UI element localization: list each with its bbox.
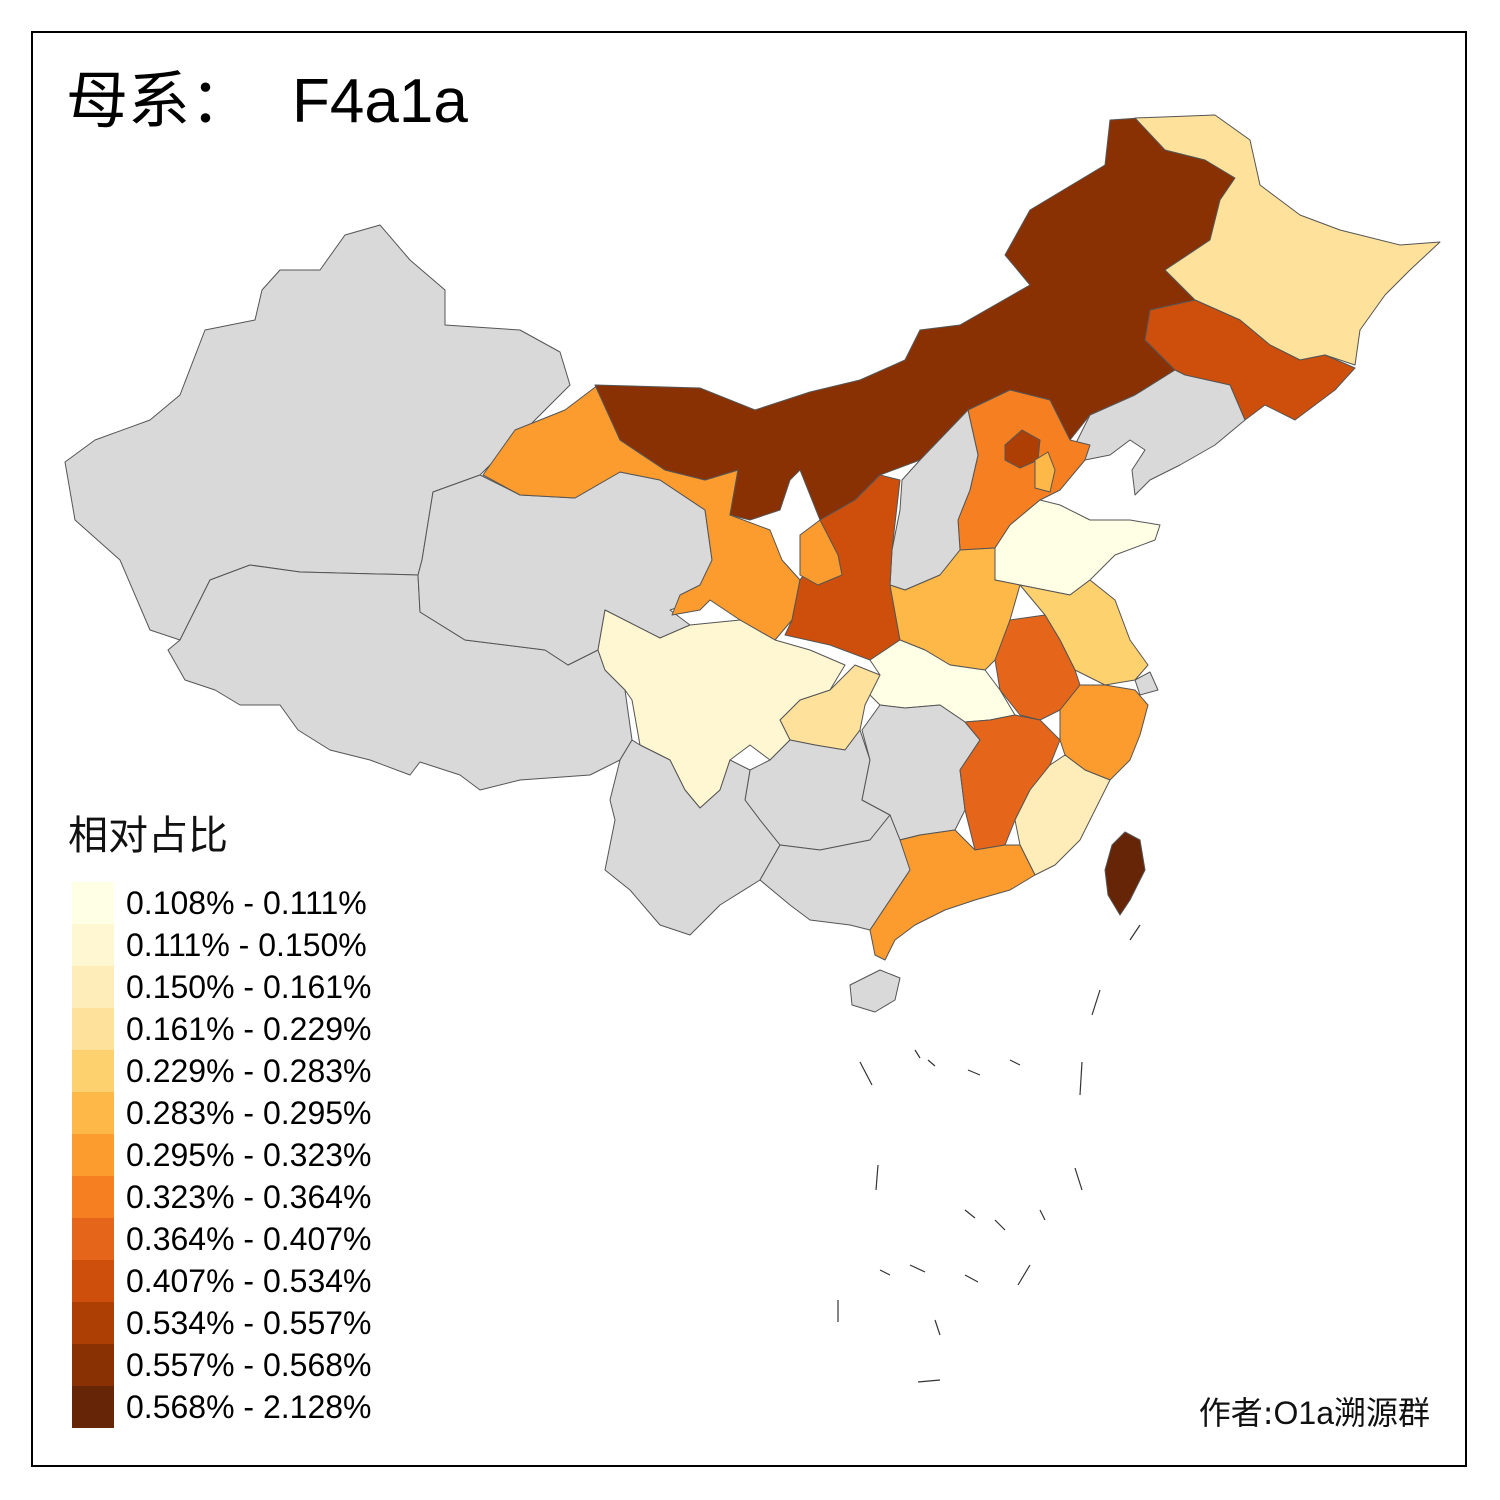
- region-liaoning: [1074, 369, 1246, 496]
- legend-label: 0.364% - 0.407%: [126, 1220, 372, 1257]
- legend-item: 0.283% - 0.295%: [72, 1092, 372, 1134]
- legend-label: 0.407% - 0.534%: [126, 1262, 372, 1299]
- legend-title: 相对占比: [68, 813, 228, 859]
- legend-item: 0.568% - 2.128%: [72, 1386, 372, 1428]
- legend-item: 0.161% - 0.229%: [72, 1008, 372, 1050]
- legend-swatch: [72, 1302, 114, 1344]
- south-sea-islands: [837, 924, 1141, 1383]
- legend-swatch: [72, 1386, 114, 1428]
- legend-item: 0.150% - 0.161%: [72, 966, 372, 1008]
- legend-swatch: [72, 1176, 114, 1218]
- legend-swatch: [72, 1134, 114, 1176]
- legend-item: 0.295% - 0.323%: [72, 1134, 372, 1176]
- legend-swatch: [72, 1218, 114, 1260]
- legend-item: 0.108% - 0.111%: [72, 882, 372, 924]
- legend-item: 0.323% - 0.364%: [72, 1176, 372, 1218]
- legend-swatch: [72, 882, 114, 924]
- legend-item: 0.229% - 0.283%: [72, 1050, 372, 1092]
- legend-swatch: [72, 1344, 114, 1386]
- legend-label: 0.150% - 0.161%: [126, 968, 372, 1005]
- region-hainan: [849, 969, 901, 1013]
- legend-swatch: [72, 1050, 114, 1092]
- legend-swatch: [72, 1260, 114, 1302]
- region-fujian: [1014, 754, 1111, 876]
- legend-label: 0.229% - 0.283%: [126, 1052, 372, 1089]
- legend-label: 0.283% - 0.295%: [126, 1094, 372, 1131]
- legend-swatch: [72, 1008, 114, 1050]
- legend-swatch: [72, 924, 114, 966]
- region-yunnan: [604, 739, 781, 936]
- legend-label: 0.111% - 0.150%: [126, 926, 367, 963]
- legend-label: 0.557% - 0.568%: [126, 1346, 372, 1383]
- legend: 0.108% - 0.111% 0.111% - 0.150% 0.150% -…: [72, 882, 372, 1428]
- region-heilongjiang: [1134, 114, 1441, 366]
- region-ningxia: [799, 519, 843, 586]
- region-shanghai: [1134, 671, 1159, 696]
- legend-swatch: [72, 966, 114, 1008]
- legend-item: 0.364% - 0.407%: [72, 1218, 372, 1260]
- legend-item: 0.111% - 0.150%: [72, 924, 372, 966]
- legend-label: 0.161% - 0.229%: [126, 1010, 372, 1047]
- haplogroup-code: F4a1a: [292, 67, 468, 136]
- legend-label: 0.323% - 0.364%: [126, 1178, 372, 1215]
- region-taiwan: [1104, 831, 1146, 916]
- map-title: 母系： F4a1a: [66, 70, 468, 133]
- legend-item: 0.557% - 0.568%: [72, 1344, 372, 1386]
- credit-suffix: 溯源群: [1333, 1394, 1430, 1432]
- legend-label: 0.568% - 2.128%: [126, 1388, 372, 1425]
- credit-group: O1a: [1273, 1395, 1334, 1431]
- legend-swatch: [72, 1092, 114, 1134]
- legend-label: 0.534% - 0.557%: [126, 1304, 372, 1341]
- legend-label: 0.108% - 0.111%: [126, 884, 367, 921]
- legend-label: 0.295% - 0.323%: [126, 1136, 372, 1173]
- legend-item: 0.534% - 0.557%: [72, 1302, 372, 1344]
- map-frame: [31, 31, 1467, 1467]
- credit-prefix: 作者:: [1198, 1394, 1274, 1432]
- author-credit: 作者:O1a溯源群: [1199, 1388, 1430, 1434]
- title-prefix: 母系：: [66, 64, 253, 137]
- region-tianjin: [1034, 451, 1056, 493]
- region-zhejiang: [1059, 684, 1149, 781]
- legend-item: 0.407% - 0.534%: [72, 1260, 372, 1302]
- region-guangdong: [869, 829, 1036, 961]
